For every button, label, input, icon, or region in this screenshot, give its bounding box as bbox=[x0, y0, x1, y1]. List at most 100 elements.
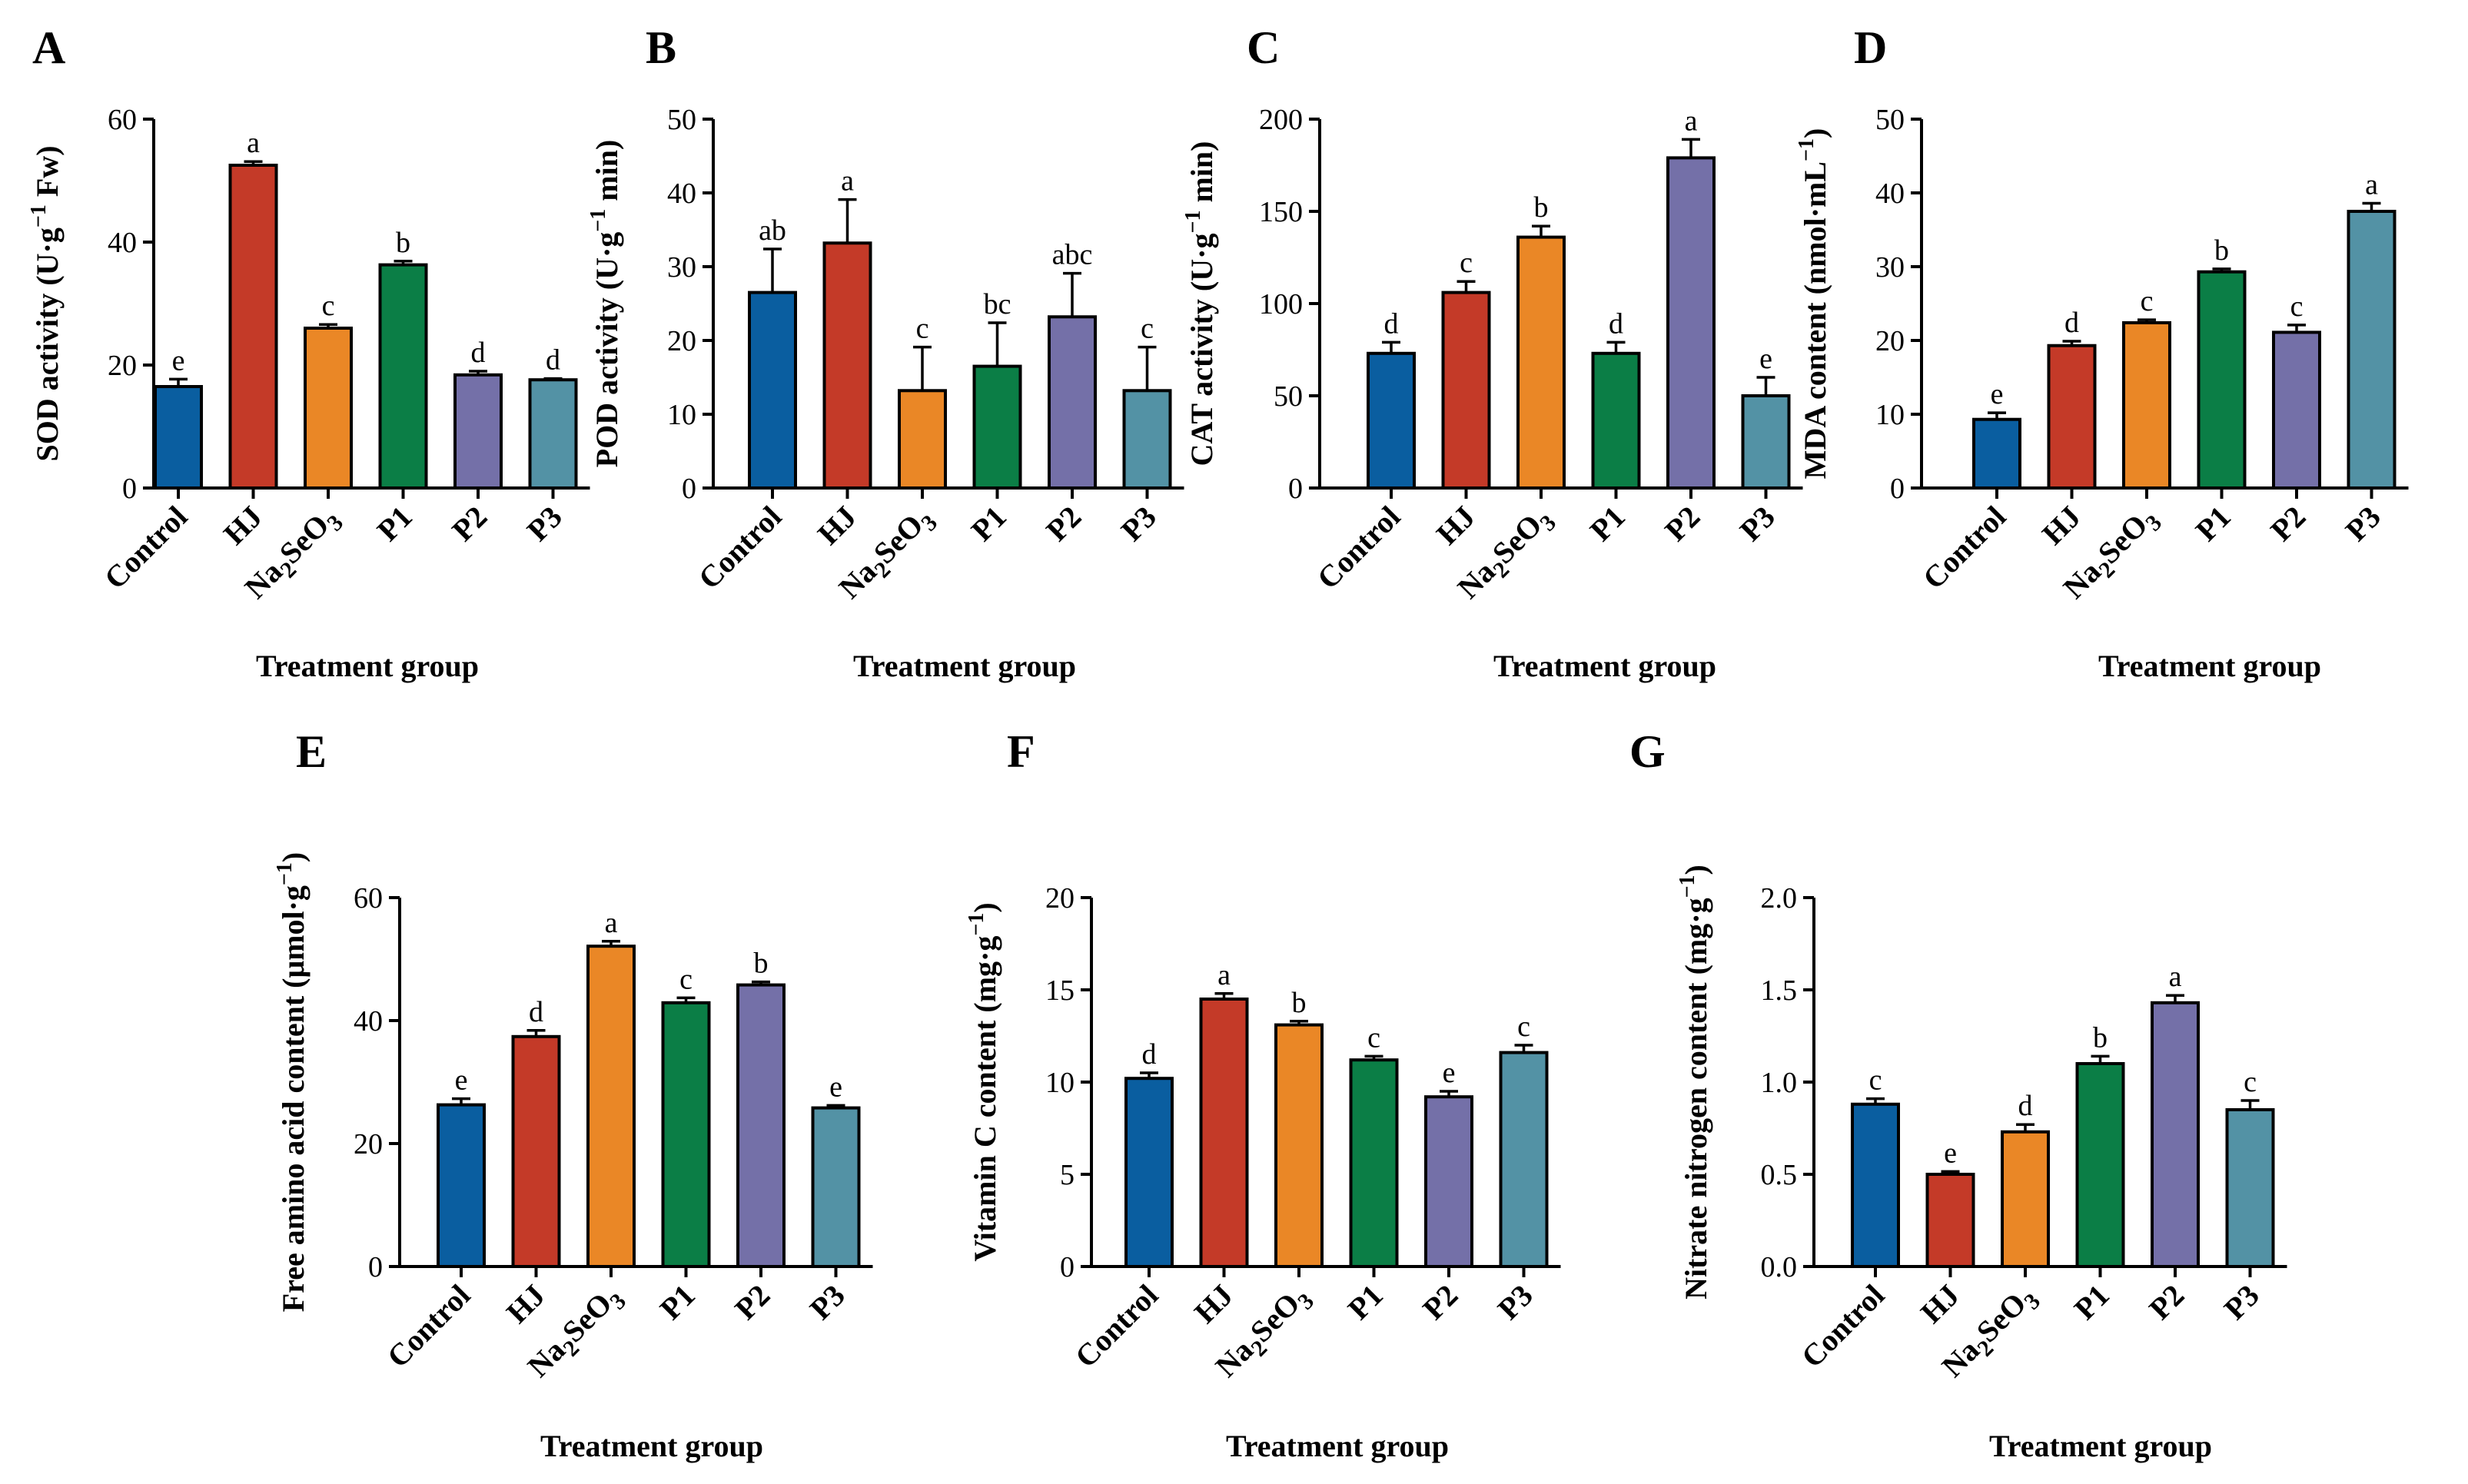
x-axis-title: Treatment group bbox=[1493, 649, 1716, 683]
category-label: HJ bbox=[1914, 1278, 1966, 1330]
category-label: P1 bbox=[965, 500, 1013, 548]
y-tick-label: 100 bbox=[1259, 288, 1303, 320]
bar-p1 bbox=[1591, 351, 1641, 490]
category-label: P3 bbox=[1733, 500, 1782, 548]
y-tick-label: 60 bbox=[354, 882, 383, 915]
bar-hj bbox=[1199, 998, 1249, 1268]
y-tick-label: 0 bbox=[122, 473, 137, 505]
category-label: P3 bbox=[1491, 1278, 1540, 1326]
x-axis-title: Treatment group bbox=[1226, 1429, 1449, 1463]
significance-label: e bbox=[1944, 1137, 1957, 1169]
y-tick-label: 0.0 bbox=[1761, 1251, 1798, 1283]
y-tick-label: 40 bbox=[354, 1005, 383, 1037]
y-axis-title: POD activity (U·g−1 min) bbox=[586, 140, 624, 468]
significance-label: d bbox=[529, 996, 543, 1028]
bar-p3 bbox=[2225, 1108, 2275, 1268]
bar-p2 bbox=[1048, 315, 1097, 490]
bar-control bbox=[1124, 1077, 1174, 1268]
y-tick-label: 60 bbox=[108, 104, 137, 136]
bar-p3 bbox=[2347, 210, 2397, 490]
y-tick-label: 50 bbox=[1875, 104, 1905, 136]
bar-p1 bbox=[661, 1001, 711, 1269]
bar-na2seo3 bbox=[1516, 235, 1566, 490]
y-axis-title: Vitamin C content (mg·g−1) bbox=[965, 902, 1002, 1261]
category-label: P2 bbox=[2264, 500, 2312, 548]
y-tick-label: 10 bbox=[1045, 1067, 1075, 1099]
x-axis-title: Treatment group bbox=[1989, 1429, 2212, 1463]
category-label: HJ bbox=[1430, 500, 1482, 552]
y-tick-label: 50 bbox=[1274, 380, 1303, 413]
y-tick-label: 10 bbox=[667, 399, 696, 431]
y-tick-label: 5 bbox=[1060, 1159, 1075, 1191]
bar-na2seo3 bbox=[2001, 1130, 2050, 1269]
y-tick-label: 20 bbox=[667, 325, 696, 357]
panel-B: B 0 10 20 30 40 50 POD activity (U·g−1 min) ab Co… bbox=[586, 22, 1184, 683]
y-tick-label: 0 bbox=[682, 473, 696, 505]
significance-label: c bbox=[1367, 1021, 1380, 1054]
significance-label: c bbox=[1869, 1064, 1882, 1097]
significance-label: d bbox=[1609, 307, 1623, 340]
bar-na2seo3 bbox=[2122, 320, 2171, 490]
bar-hj bbox=[511, 1034, 561, 1269]
category-label: HJ bbox=[811, 500, 863, 552]
significance-label: c bbox=[1517, 1011, 1530, 1043]
panel-G: G 0.0 0.5 1.0 1.5 2.0 Nitrate nitrogen content… bbox=[1629, 726, 2287, 1463]
significance-label: e bbox=[455, 1064, 468, 1097]
significance-label: b bbox=[754, 948, 769, 980]
category-label: P3 bbox=[2217, 1278, 2266, 1326]
bar-p3 bbox=[1741, 394, 1791, 490]
category-label: Control bbox=[1916, 500, 2013, 596]
bar-control bbox=[154, 385, 203, 490]
y-tick-label: 10 bbox=[1875, 399, 1905, 431]
bar-control bbox=[748, 290, 797, 490]
significance-label: e bbox=[172, 344, 185, 377]
significance-label: c bbox=[1460, 247, 1473, 279]
y-tick-label: 20 bbox=[1045, 882, 1075, 915]
significance-label: a bbox=[1685, 105, 1698, 137]
bar-hj bbox=[1925, 1173, 1975, 1268]
bar-control bbox=[1972, 417, 2021, 490]
category-label: P1 bbox=[2068, 1278, 2116, 1326]
bar-na2seo3 bbox=[304, 327, 353, 490]
y-tick-label: 0 bbox=[1890, 473, 1905, 505]
bar-p2 bbox=[1424, 1095, 1473, 1268]
category-label: HJ bbox=[217, 500, 269, 552]
category-label: P1 bbox=[1341, 1278, 1390, 1326]
panel-letter: A bbox=[32, 22, 65, 73]
y-axis-title: SOD activity (U·g−1 Fw) bbox=[27, 145, 65, 461]
y-axis-title: Nitrate nitrogen content (mg·g−1) bbox=[1676, 865, 1713, 1300]
y-tick-label: 20 bbox=[354, 1128, 383, 1160]
significance-label: a bbox=[841, 165, 854, 198]
y-axis-title: Free amino acid content (μmol·g−1) bbox=[273, 852, 311, 1312]
category-label: Control bbox=[1795, 1278, 1892, 1375]
category-label: Control bbox=[1310, 500, 1407, 596]
significance-label: b bbox=[2093, 1021, 2108, 1054]
y-tick-label: 50 bbox=[667, 104, 696, 136]
bar-hj bbox=[822, 241, 872, 490]
y-tick-label: 200 bbox=[1259, 104, 1303, 136]
bar-p3 bbox=[1499, 1051, 1549, 1268]
y-tick-label: 15 bbox=[1045, 974, 1075, 1007]
bar-p2 bbox=[2272, 330, 2321, 490]
significance-label: d bbox=[2018, 1090, 2033, 1122]
y-tick-label: 2.0 bbox=[1761, 882, 1798, 915]
x-axis-title: Treatment group bbox=[2098, 649, 2321, 683]
bar-p1 bbox=[378, 263, 428, 490]
bar-p1 bbox=[1349, 1058, 1399, 1268]
panel-letter: B bbox=[646, 22, 676, 73]
panel-letter: E bbox=[296, 726, 327, 777]
y-tick-label: 0 bbox=[368, 1251, 383, 1283]
significance-label: e bbox=[1759, 343, 1772, 375]
category-label: HJ bbox=[2035, 500, 2088, 552]
y-axis-title: MDA content (nmol·mL−1) bbox=[1795, 128, 1832, 480]
category-label: Control bbox=[692, 500, 789, 596]
significance-label: d bbox=[1142, 1038, 1157, 1071]
y-tick-label: 40 bbox=[667, 178, 696, 210]
significance-label: a bbox=[2169, 961, 2182, 993]
category-label: P3 bbox=[803, 1278, 852, 1326]
category-label: Na2SeO3 bbox=[2056, 500, 2167, 610]
y-tick-label: 150 bbox=[1259, 196, 1303, 228]
bar-p2 bbox=[453, 373, 503, 490]
bar-control bbox=[1367, 351, 1416, 490]
significance-label: a bbox=[247, 127, 260, 159]
